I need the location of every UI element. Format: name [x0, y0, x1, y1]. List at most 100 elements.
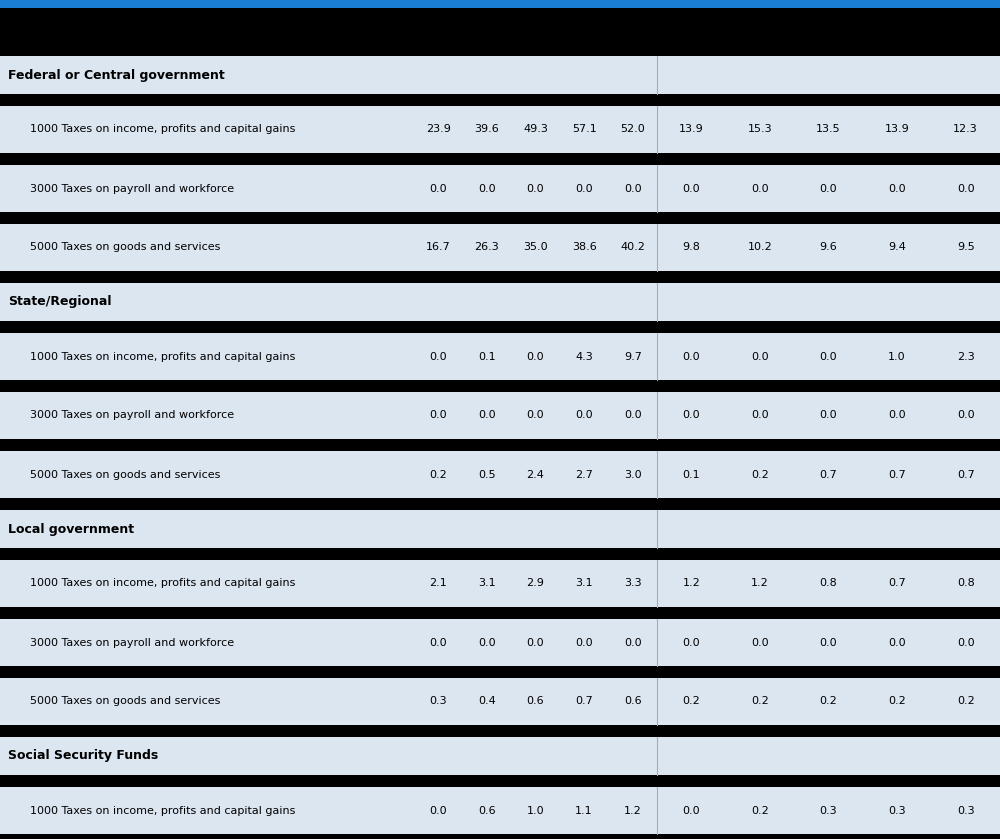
Text: 0.0: 0.0 — [888, 410, 906, 420]
Text: 49.3: 49.3 — [523, 124, 548, 134]
Text: 0.2: 0.2 — [888, 696, 906, 706]
Bar — [0, 834, 1000, 839]
Text: 0.5: 0.5 — [478, 470, 496, 480]
Bar — [0, 271, 1000, 283]
Text: 38.6: 38.6 — [572, 242, 596, 253]
Bar — [0, 380, 1000, 392]
Text: 3000 Taxes on payroll and workforce: 3000 Taxes on payroll and workforce — [30, 184, 234, 194]
Text: 0.0: 0.0 — [820, 410, 837, 420]
Bar — [0, 725, 1000, 737]
Text: 0.1: 0.1 — [478, 352, 496, 362]
Bar — [0, 560, 1000, 607]
Text: 0.0: 0.0 — [624, 638, 642, 648]
Bar — [0, 678, 1000, 725]
Text: 0.0: 0.0 — [957, 410, 975, 420]
Text: 12.3: 12.3 — [953, 124, 978, 134]
Bar — [0, 212, 1000, 224]
Text: 3.3: 3.3 — [624, 579, 642, 588]
Text: 1000 Taxes on income, profits and capital gains: 1000 Taxes on income, profits and capita… — [30, 805, 295, 816]
Text: 0.0: 0.0 — [624, 184, 642, 194]
Text: 1000 Taxes on income, profits and capital gains: 1000 Taxes on income, profits and capita… — [30, 579, 295, 588]
Text: Local government: Local government — [8, 523, 134, 535]
Bar — [0, 333, 1000, 380]
Text: 0.0: 0.0 — [682, 410, 700, 420]
Text: 0.2: 0.2 — [751, 696, 769, 706]
Text: 0.2: 0.2 — [429, 470, 447, 480]
Text: 5000 Taxes on goods and services: 5000 Taxes on goods and services — [30, 470, 220, 480]
Text: 1.2: 1.2 — [682, 579, 700, 588]
Bar — [0, 451, 1000, 498]
Text: 0.2: 0.2 — [820, 696, 837, 706]
Text: 0.7: 0.7 — [888, 470, 906, 480]
Text: 0.0: 0.0 — [820, 352, 837, 362]
Bar — [0, 666, 1000, 678]
Text: 39.6: 39.6 — [475, 124, 499, 134]
Text: 9.7: 9.7 — [624, 352, 642, 362]
Text: 0.7: 0.7 — [575, 696, 593, 706]
Text: 0.3: 0.3 — [957, 805, 975, 816]
Text: 0.2: 0.2 — [751, 470, 769, 480]
Text: 0.7: 0.7 — [888, 579, 906, 588]
Bar — [0, 737, 1000, 775]
Text: 0.0: 0.0 — [682, 352, 700, 362]
Bar — [0, 619, 1000, 666]
Text: 0.3: 0.3 — [888, 805, 906, 816]
Bar — [0, 106, 1000, 153]
Text: 0.0: 0.0 — [429, 638, 447, 648]
Text: 3000 Taxes on payroll and workforce: 3000 Taxes on payroll and workforce — [30, 410, 234, 420]
Text: 13.5: 13.5 — [816, 124, 841, 134]
Bar — [0, 392, 1000, 439]
Text: 2.9: 2.9 — [527, 579, 544, 588]
Text: 0.0: 0.0 — [820, 638, 837, 648]
Text: 0.4: 0.4 — [478, 696, 496, 706]
Text: 0.0: 0.0 — [957, 638, 975, 648]
Text: 3.0: 3.0 — [624, 470, 642, 480]
Text: 0.2: 0.2 — [751, 805, 769, 816]
Bar — [0, 56, 1000, 94]
Text: 0.0: 0.0 — [682, 805, 700, 816]
Text: 0.0: 0.0 — [751, 352, 769, 362]
Text: 0.7: 0.7 — [820, 470, 837, 480]
Text: 0.6: 0.6 — [624, 696, 642, 706]
Text: 10.2: 10.2 — [748, 242, 772, 253]
Text: 3.1: 3.1 — [478, 579, 496, 588]
Text: 0.0: 0.0 — [751, 638, 769, 648]
Text: 0.0: 0.0 — [429, 805, 447, 816]
Text: 1000 Taxes on income, profits and capital gains: 1000 Taxes on income, profits and capita… — [30, 124, 295, 134]
Text: 16.7: 16.7 — [426, 242, 451, 253]
Text: 2.3: 2.3 — [957, 352, 975, 362]
Text: 1.0: 1.0 — [888, 352, 906, 362]
Text: 0.0: 0.0 — [888, 184, 906, 194]
Text: 23.9: 23.9 — [426, 124, 451, 134]
Text: 9.6: 9.6 — [820, 242, 837, 253]
Text: 0.0: 0.0 — [888, 638, 906, 648]
Text: 13.9: 13.9 — [679, 124, 704, 134]
Bar — [0, 607, 1000, 619]
Text: 0.0: 0.0 — [478, 184, 496, 194]
Text: 0.8: 0.8 — [820, 579, 837, 588]
Text: 0.0: 0.0 — [429, 352, 447, 362]
Bar — [0, 510, 1000, 548]
Text: 4.3: 4.3 — [575, 352, 593, 362]
Text: 1.1: 1.1 — [575, 805, 593, 816]
Text: 1.2: 1.2 — [624, 805, 642, 816]
Text: Federal or Central government: Federal or Central government — [8, 69, 225, 81]
Text: 15.3: 15.3 — [748, 124, 772, 134]
Text: Social Security Funds: Social Security Funds — [8, 749, 158, 763]
Text: 0.0: 0.0 — [820, 184, 837, 194]
Text: 57.1: 57.1 — [572, 124, 596, 134]
Bar — [0, 165, 1000, 212]
Text: 0.0: 0.0 — [575, 184, 593, 194]
Text: 35.0: 35.0 — [523, 242, 548, 253]
Text: 2.7: 2.7 — [575, 470, 593, 480]
Text: 5000 Taxes on goods and services: 5000 Taxes on goods and services — [30, 242, 220, 253]
Text: 1000 Taxes on income, profits and capital gains: 1000 Taxes on income, profits and capita… — [30, 352, 295, 362]
Text: 9.4: 9.4 — [888, 242, 906, 253]
Bar — [0, 439, 1000, 451]
Text: 0.6: 0.6 — [527, 696, 544, 706]
Bar — [0, 94, 1000, 106]
Text: 40.2: 40.2 — [620, 242, 645, 253]
Text: 9.8: 9.8 — [682, 242, 700, 253]
Text: 3.1: 3.1 — [575, 579, 593, 588]
Text: 0.3: 0.3 — [429, 696, 447, 706]
